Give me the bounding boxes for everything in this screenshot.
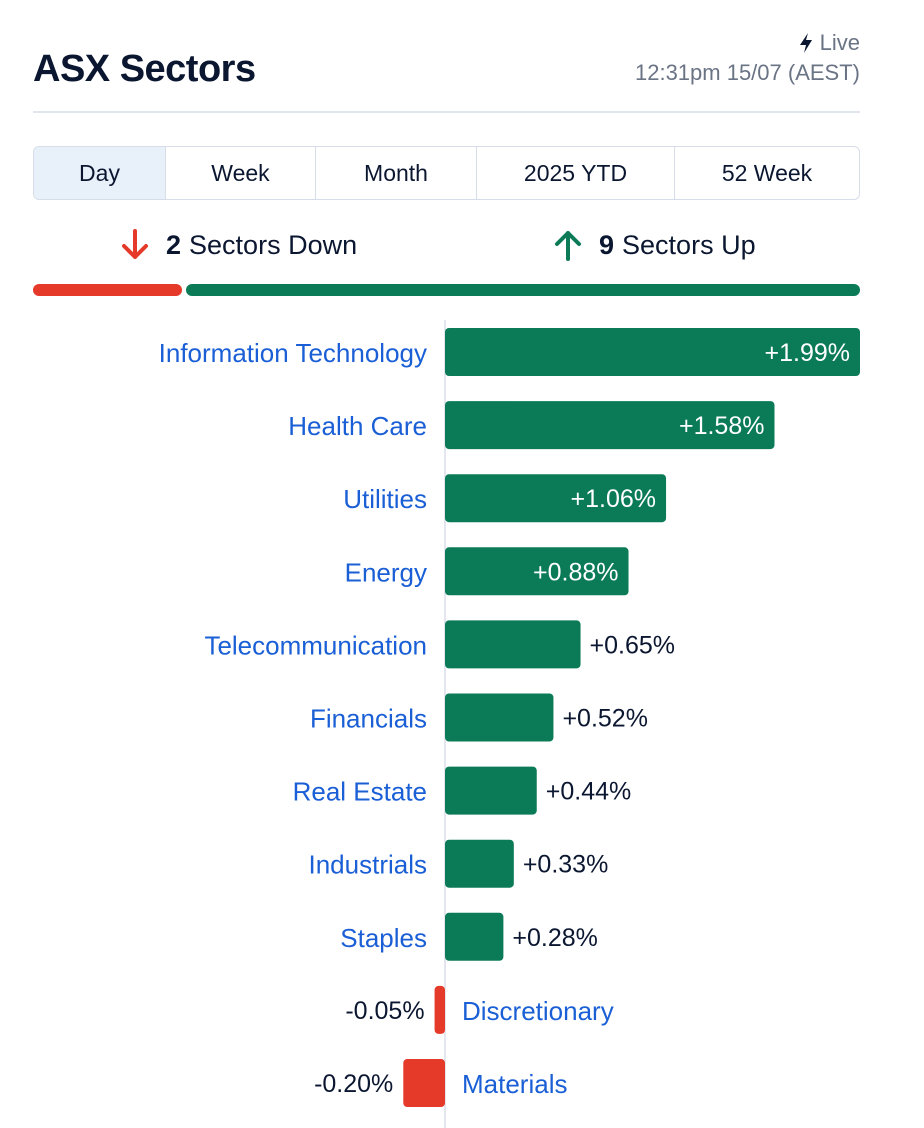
arrow-down-icon: [122, 229, 148, 259]
category-label-information-technology[interactable]: Information Technology: [159, 338, 427, 368]
live-label: Live: [819, 30, 860, 55]
sectors-down-count: 2: [166, 229, 182, 260]
page-title: ASX Sectors: [33, 48, 256, 90]
tab-month[interactable]: Month: [316, 147, 477, 199]
value-label-telecommunication: +0.65%: [590, 631, 676, 659]
sectors-up-label: Sectors Up: [622, 229, 756, 260]
sectors-up-summary: 9 Sectors Up: [553, 228, 756, 262]
category-label-health-care[interactable]: Health Care: [288, 411, 427, 441]
category-label-energy[interactable]: Energy: [345, 557, 427, 587]
sectors-down-label: Sectors Down: [189, 229, 358, 260]
arrow-up-icon: [555, 231, 581, 261]
value-label-staples: +0.28%: [512, 924, 598, 952]
bar-industrials: [445, 839, 514, 888]
category-label-financials[interactable]: Financials: [310, 704, 427, 734]
category-label-staples[interactable]: Staples: [340, 923, 427, 953]
category-label-telecommunication[interactable]: Telecommunication: [204, 630, 427, 660]
value-label-utilities: +1.06%: [571, 485, 657, 513]
live-indicator: Live: [798, 30, 860, 56]
sectors-up-count: 9: [599, 229, 615, 260]
bar-energy: [445, 547, 629, 596]
period-tabs: Day Week Month 2025 YTD 52 Week: [33, 146, 860, 200]
bar-real-estate: [445, 766, 537, 815]
bar-financials: [445, 693, 554, 742]
bar-discretionary: [434, 985, 445, 1034]
bar-materials: [403, 1059, 445, 1107]
lightning-icon: [799, 33, 812, 53]
value-label-energy: +0.88%: [533, 558, 619, 586]
bar-staples: [445, 912, 504, 961]
value-label-health-care: +1.58%: [679, 412, 765, 440]
bar-telecommunication: [445, 620, 581, 669]
timestamp: 12:31pm 15/07 (AEST): [634, 60, 860, 85]
value-label-information-technology: +1.99%: [765, 339, 851, 367]
category-label-discretionary[interactable]: Discretionary: [462, 996, 614, 1026]
header-divider: [33, 111, 860, 113]
tab-day[interactable]: Day: [34, 147, 166, 199]
sectors-up-bar: [186, 284, 860, 296]
sectors-down-bar: [33, 284, 182, 296]
category-label-materials[interactable]: Materials: [462, 1069, 567, 1099]
bar-information-technology: [445, 328, 860, 376]
category-label-industrials[interactable]: Industrials: [309, 850, 428, 880]
value-label-materials: -0.20%: [314, 1070, 393, 1098]
category-label-real-estate[interactable]: Real Estate: [293, 777, 427, 807]
tab-52-week[interactable]: 52 Week: [721, 159, 813, 186]
category-label-utilities[interactable]: Utilities: [343, 484, 427, 514]
bar-health-care: [445, 401, 775, 450]
value-label-real-estate: +0.44%: [546, 778, 632, 806]
tab-week[interactable]: Week: [166, 147, 316, 199]
value-label-financials: +0.52%: [562, 705, 648, 733]
value-label-discretionary: -0.05%: [345, 997, 424, 1025]
sectors-down-summary: 2 Sectors Down: [120, 228, 357, 262]
value-label-industrials: +0.33%: [523, 851, 609, 879]
tab-2025-ytd[interactable]: 2025 YTD: [477, 147, 675, 199]
bar-utilities: [445, 474, 667, 523]
